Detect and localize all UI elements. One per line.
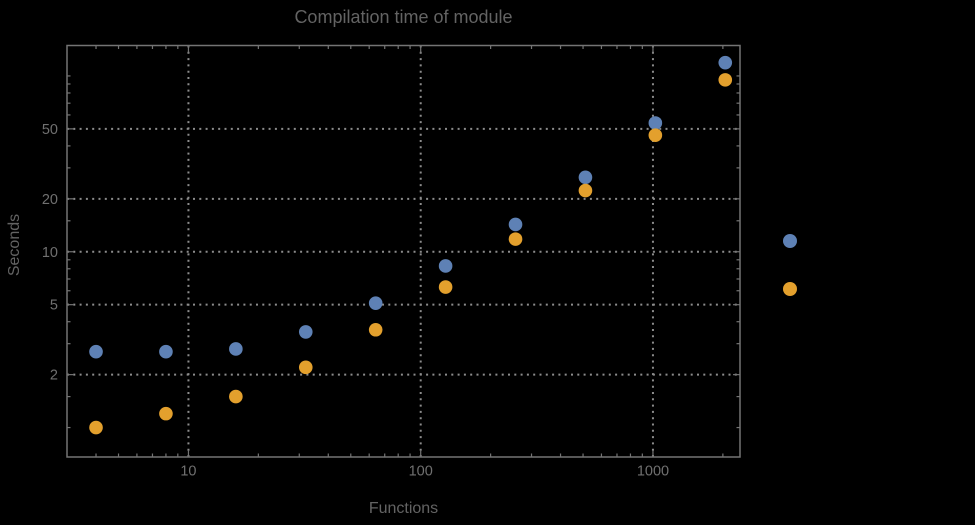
y-axis-label: Seconds <box>6 213 23 277</box>
data-point-series1 <box>438 259 453 273</box>
data-point-series2 <box>718 73 733 87</box>
data-point-series1 <box>648 116 663 130</box>
data-point-series2 <box>298 360 313 375</box>
x-tick-label: 10 <box>180 464 196 480</box>
data-point-series1 <box>718 55 733 70</box>
data-point-series2 <box>229 389 243 404</box>
y-tick-label: 10 <box>42 245 58 261</box>
y-tick-label: 20 <box>42 192 58 208</box>
data-point-series1 <box>578 170 593 185</box>
data-point-series1 <box>89 344 103 359</box>
data-point-series2 <box>89 420 103 435</box>
data-point-series2 <box>438 280 453 294</box>
data-point-series1 <box>229 342 243 356</box>
data-point-series1 <box>368 296 383 310</box>
y-tick-label: 2 <box>50 368 58 384</box>
data-point-series1 <box>159 344 173 359</box>
data-point-series2 <box>368 322 383 337</box>
x-tick-label: 100 <box>409 464 433 480</box>
legend-marker-series2 <box>783 282 797 296</box>
y-tick-label: 5 <box>50 298 58 314</box>
y-tick-label: 50 <box>42 122 58 138</box>
data-point-series1 <box>508 217 523 232</box>
data-point-series2 <box>648 128 663 143</box>
x-axis-label: Functions <box>368 500 439 517</box>
legend-marker-series1 <box>783 234 797 248</box>
x-tick-label: 1000 <box>637 464 669 480</box>
chart-title: Compilation time of module <box>294 7 513 27</box>
data-point-series2 <box>578 183 593 198</box>
data-point-series2 <box>159 406 173 421</box>
data-point-series1 <box>298 325 313 339</box>
data-point-series2 <box>508 232 523 246</box>
